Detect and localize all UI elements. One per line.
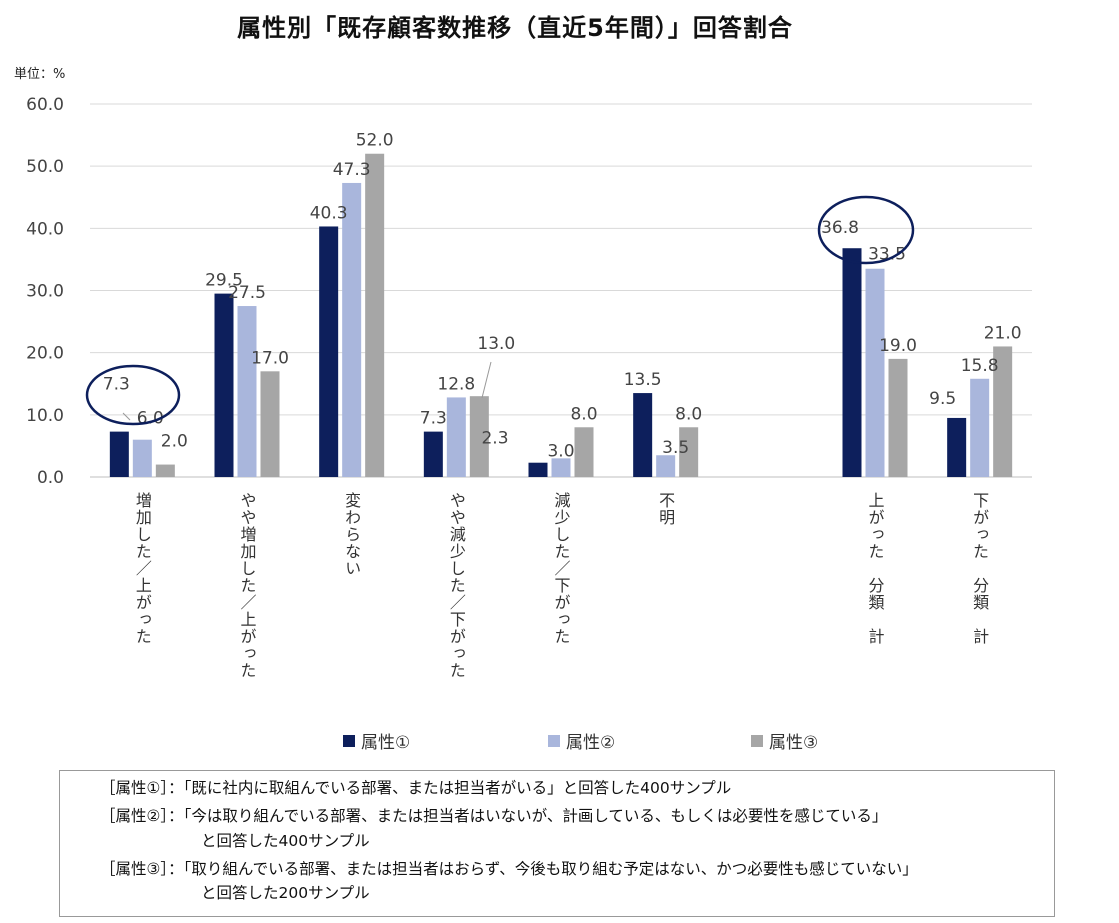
- bar: [214, 293, 234, 477]
- data-label: 33.5: [868, 245, 906, 265]
- y-tick-label: 10.0: [26, 406, 64, 426]
- data-label: 3.5: [662, 438, 689, 458]
- y-tick-label: 20.0: [26, 344, 64, 364]
- note-line: ［属性②］：「今は取り組んでいる部署、または担当者はいないが、計画している、もし…: [100, 807, 888, 825]
- data-labels: 7.36.02.029.527.517.040.347.352.07.312.8…: [103, 131, 1022, 462]
- data-label: 29.5: [205, 271, 243, 291]
- data-label: 2.0: [161, 432, 188, 452]
- category-label: 不明: [656, 492, 675, 526]
- data-label: 19.0: [879, 336, 917, 356]
- category-label: やや増加した／上がった: [238, 492, 257, 679]
- category-label: 変わらない: [342, 492, 361, 577]
- data-label: 3.0: [547, 441, 574, 461]
- data-label: 27.5: [228, 283, 266, 303]
- legend-swatch: [548, 734, 560, 747]
- y-tick-label: 30.0: [26, 282, 64, 302]
- highlight-circle: [85, 364, 181, 426]
- y-axis-ticks: 0.0 10.0 20.0 30.0 40.0 50.0 60.0: [26, 95, 64, 488]
- data-label: 47.3: [333, 160, 371, 180]
- legend-item-attr1: 属性①: [343, 728, 410, 753]
- legend-label: 属性②: [566, 733, 616, 753]
- bar: [342, 182, 362, 477]
- bar: [574, 427, 594, 477]
- data-label: 21.0: [984, 323, 1022, 343]
- legend-item-attr3: 属性③: [751, 728, 818, 753]
- legend-label: 属性③: [769, 733, 819, 753]
- category-label: 上がった 分類 計: [866, 492, 885, 645]
- bar: [679, 427, 699, 477]
- leader-line: [122, 412, 131, 421]
- y-tick-label: 0.0: [37, 468, 64, 488]
- data-label: 13.0: [477, 334, 515, 354]
- note-line: ［属性①］：「既に社内に取組んでいる部署、または担当者がいる」と回答した400サ…: [100, 779, 732, 797]
- data-label: 7.3: [103, 375, 130, 395]
- chart-title: 属性別「既存顧客数推移（直近5年間）」回答割合: [237, 14, 793, 42]
- legend-label: 属性①: [361, 733, 411, 753]
- bar: [319, 226, 339, 477]
- category-label: やや減少した／下がった: [447, 492, 466, 679]
- bar: [970, 378, 990, 477]
- leader-line: [481, 361, 492, 399]
- bar: [469, 396, 489, 477]
- highlight-circle: [817, 195, 915, 265]
- note-line: と回答した400サンプル: [201, 832, 370, 850]
- annotations: [85, 195, 915, 426]
- bar-chart: 0.010.020.030.040.050.060.0 7.36.02.029.…: [26, 95, 1032, 679]
- bar: [633, 393, 653, 477]
- bar: [528, 462, 548, 477]
- bar: [109, 431, 129, 477]
- bar: [365, 153, 385, 477]
- data-label: 8.0: [675, 404, 702, 424]
- bar: [155, 464, 175, 477]
- data-label: 17.0: [251, 348, 289, 368]
- y-tick-label: 50.0: [26, 157, 64, 177]
- bar: [260, 371, 280, 477]
- bar: [993, 346, 1013, 477]
- y-tick-label: 60.0: [26, 95, 64, 115]
- unit-label: 単位：%: [14, 67, 66, 82]
- y-tick-label: 40.0: [26, 219, 64, 239]
- bar: [888, 358, 908, 477]
- category-label: 増加した／上がった: [133, 492, 152, 645]
- data-label: 13.5: [624, 370, 662, 390]
- data-label: 40.3: [310, 203, 348, 223]
- category-label: 下がった 分類 計: [970, 492, 989, 645]
- legend-swatch: [343, 734, 355, 747]
- bar: [656, 455, 676, 477]
- data-label: 12.8: [437, 374, 475, 394]
- bar: [237, 306, 257, 477]
- bar: [551, 458, 571, 477]
- legend: 属性① 属性② 属性③: [0, 728, 1119, 754]
- bar: [865, 268, 885, 477]
- notes-box: ［属性①］：「既に社内に取組んでいる部署、または担当者がいる」と回答した400サ…: [59, 770, 1055, 917]
- bar: [423, 431, 443, 477]
- bars: [109, 153, 1013, 477]
- data-label: 36.8: [821, 218, 859, 238]
- data-label: 52.0: [356, 131, 394, 151]
- data-label: 2.3: [481, 429, 508, 449]
- legend-swatch: [751, 734, 763, 747]
- data-label: 15.8: [961, 356, 999, 376]
- legend-item-attr2: 属性②: [548, 728, 615, 753]
- data-label: 8.0: [570, 404, 597, 424]
- category-labels: 増加した／上がった やや増加した／上がった 変わらない やや減少した／下がった 減少した…: [133, 492, 989, 679]
- data-label: 9.5: [929, 389, 956, 409]
- bar: [132, 439, 152, 477]
- data-label: 7.3: [420, 409, 447, 429]
- bar: [446, 397, 466, 477]
- bar: [947, 417, 967, 477]
- category-label: 減少した／下がった: [552, 492, 571, 645]
- note-line: ［属性③］：「取り組んでいる部署、または担当者はおらず、今後も取り組む予定はない…: [100, 860, 918, 878]
- bar: [842, 248, 862, 477]
- note-line: と回答した200サンプル: [201, 884, 370, 902]
